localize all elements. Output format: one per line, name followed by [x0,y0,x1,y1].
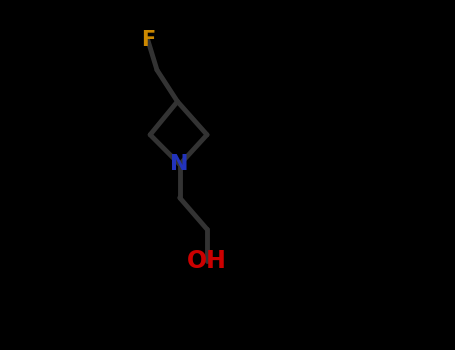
Text: OH: OH [187,249,227,273]
Text: F: F [141,30,155,50]
Text: N: N [171,154,189,175]
